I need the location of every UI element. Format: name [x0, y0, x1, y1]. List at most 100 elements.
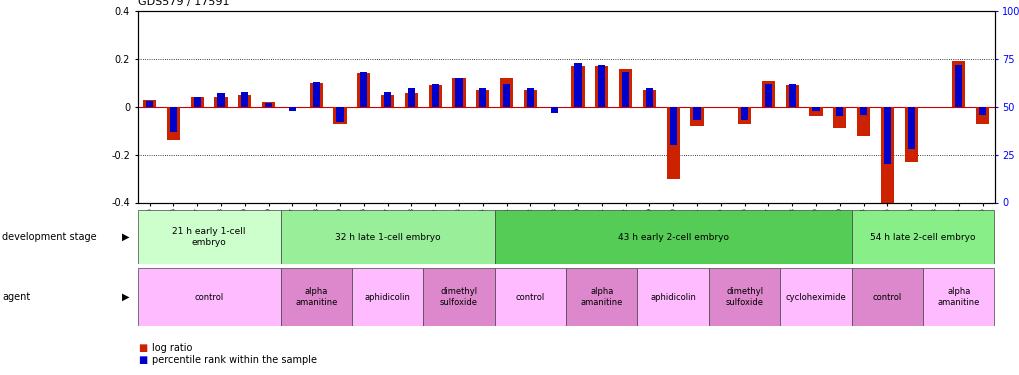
Bar: [494, 268, 566, 326]
Bar: [764, 84, 771, 107]
Text: ■: ■: [138, 343, 147, 353]
Bar: [423, 268, 494, 326]
Bar: [310, 83, 322, 107]
Bar: [384, 92, 391, 107]
Bar: [357, 74, 370, 107]
Bar: [738, 107, 750, 124]
Text: ▶: ▶: [121, 292, 129, 302]
Bar: [880, 107, 893, 202]
Bar: [333, 107, 346, 124]
Bar: [622, 72, 629, 107]
Text: alpha
amanitine: alpha amanitine: [294, 288, 337, 307]
Text: control: control: [872, 292, 901, 302]
Bar: [788, 84, 795, 107]
Bar: [262, 102, 275, 107]
Text: alpha
amanitine: alpha amanitine: [580, 288, 623, 307]
Bar: [138, 268, 280, 326]
Bar: [352, 268, 423, 326]
Bar: [313, 82, 320, 107]
Bar: [455, 78, 463, 107]
Text: aphidicolin: aphidicolin: [365, 292, 410, 302]
Bar: [408, 88, 415, 107]
Bar: [836, 107, 843, 116]
Text: GDS579 / 17591: GDS579 / 17591: [138, 0, 229, 8]
Bar: [476, 90, 489, 107]
Bar: [194, 98, 201, 107]
Bar: [169, 107, 177, 132]
Bar: [595, 66, 607, 107]
Bar: [191, 98, 204, 107]
Bar: [138, 210, 280, 264]
Bar: [242, 92, 249, 107]
Bar: [336, 107, 343, 122]
Bar: [851, 268, 922, 326]
Bar: [428, 86, 441, 107]
Bar: [167, 107, 179, 140]
Text: control: control: [516, 292, 544, 302]
Bar: [524, 90, 536, 107]
Bar: [217, 93, 224, 107]
Bar: [288, 107, 296, 111]
Text: cycloheximide: cycloheximide: [785, 292, 846, 302]
Bar: [978, 107, 985, 114]
Bar: [780, 268, 851, 326]
Text: control: control: [195, 292, 223, 302]
Bar: [907, 107, 914, 149]
Bar: [405, 93, 418, 107]
Text: 43 h early 2-cell embryo: 43 h early 2-cell embryo: [618, 232, 728, 242]
Text: log ratio: log ratio: [152, 343, 193, 353]
Bar: [952, 62, 964, 107]
Bar: [883, 107, 891, 164]
Bar: [666, 107, 679, 178]
Text: dimethyl
sulfoxide: dimethyl sulfoxide: [439, 288, 478, 307]
Bar: [642, 90, 655, 107]
Text: aphidicolin: aphidicolin: [650, 292, 695, 302]
Bar: [741, 107, 748, 120]
Bar: [280, 210, 494, 264]
Bar: [637, 268, 708, 326]
Bar: [499, 78, 513, 107]
Bar: [479, 88, 486, 107]
Bar: [693, 107, 700, 120]
Text: ■: ■: [138, 355, 147, 365]
Bar: [146, 101, 153, 107]
Bar: [143, 100, 156, 107]
Text: 54 h late 2-cell embryo: 54 h late 2-cell embryo: [869, 232, 975, 242]
Bar: [859, 107, 866, 114]
Bar: [494, 210, 851, 264]
Bar: [645, 88, 652, 107]
Text: dimethyl
sulfoxide: dimethyl sulfoxide: [725, 288, 763, 307]
Text: 21 h early 1-cell
embryo: 21 h early 1-cell embryo: [172, 228, 246, 247]
Bar: [619, 69, 632, 107]
Bar: [669, 107, 677, 145]
Bar: [381, 95, 393, 107]
Bar: [833, 107, 846, 128]
Bar: [574, 63, 581, 107]
Bar: [598, 65, 605, 107]
Bar: [238, 95, 251, 107]
Text: agent: agent: [2, 292, 31, 302]
Bar: [785, 86, 798, 107]
Text: percentile rank within the sample: percentile rank within the sample: [152, 355, 317, 365]
Bar: [904, 107, 917, 162]
Bar: [527, 88, 534, 107]
Bar: [761, 81, 774, 107]
Text: development stage: development stage: [2, 232, 97, 242]
Bar: [566, 268, 637, 326]
Text: 32 h late 1-cell embryo: 32 h late 1-cell embryo: [334, 232, 440, 242]
Bar: [431, 84, 438, 107]
Bar: [265, 103, 272, 107]
Bar: [856, 107, 869, 136]
Bar: [360, 72, 367, 107]
Bar: [571, 66, 584, 107]
Bar: [975, 107, 988, 124]
Bar: [452, 78, 465, 107]
Bar: [812, 107, 819, 111]
Bar: [214, 98, 227, 107]
Text: alpha
amanitine: alpha amanitine: [936, 288, 979, 307]
Bar: [690, 107, 703, 126]
Bar: [955, 65, 962, 107]
Bar: [502, 84, 510, 107]
Bar: [550, 107, 557, 112]
Bar: [922, 268, 994, 326]
